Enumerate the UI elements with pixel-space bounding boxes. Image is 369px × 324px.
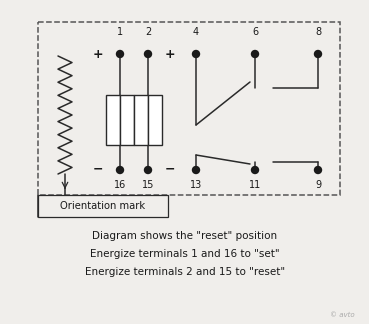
Text: 1: 1 bbox=[117, 27, 123, 37]
Text: 16: 16 bbox=[114, 180, 126, 190]
Text: 4: 4 bbox=[193, 27, 199, 37]
Circle shape bbox=[314, 51, 321, 57]
Text: +: + bbox=[165, 49, 175, 62]
Circle shape bbox=[193, 167, 200, 173]
Text: Diagram shows the "reset" position: Diagram shows the "reset" position bbox=[93, 231, 277, 241]
Text: −: − bbox=[165, 163, 175, 176]
Circle shape bbox=[145, 167, 152, 173]
Text: 8: 8 bbox=[315, 27, 321, 37]
Circle shape bbox=[145, 51, 152, 57]
Text: 13: 13 bbox=[190, 180, 202, 190]
Circle shape bbox=[117, 51, 124, 57]
Text: −: − bbox=[93, 163, 103, 176]
Circle shape bbox=[252, 51, 259, 57]
Bar bbox=[106, 95, 120, 145]
Text: Energize terminals 2 and 15 to "reset": Energize terminals 2 and 15 to "reset" bbox=[85, 267, 285, 277]
Text: 2: 2 bbox=[145, 27, 151, 37]
Text: Orientation mark: Orientation mark bbox=[61, 201, 145, 211]
Circle shape bbox=[252, 167, 259, 173]
Bar bbox=[38, 22, 340, 195]
Bar bbox=[120, 95, 134, 145]
Text: 11: 11 bbox=[249, 180, 261, 190]
Text: 6: 6 bbox=[252, 27, 258, 37]
Bar bbox=[38, 195, 168, 217]
Circle shape bbox=[193, 51, 200, 57]
Bar bbox=[148, 95, 162, 145]
Circle shape bbox=[314, 167, 321, 173]
Text: Energize terminals 1 and 16 to "set": Energize terminals 1 and 16 to "set" bbox=[90, 249, 280, 259]
Bar bbox=[134, 95, 148, 145]
Text: 9: 9 bbox=[315, 180, 321, 190]
Circle shape bbox=[117, 167, 124, 173]
Text: 15: 15 bbox=[142, 180, 154, 190]
Text: +: + bbox=[93, 49, 103, 62]
Text: © avto: © avto bbox=[330, 312, 355, 318]
